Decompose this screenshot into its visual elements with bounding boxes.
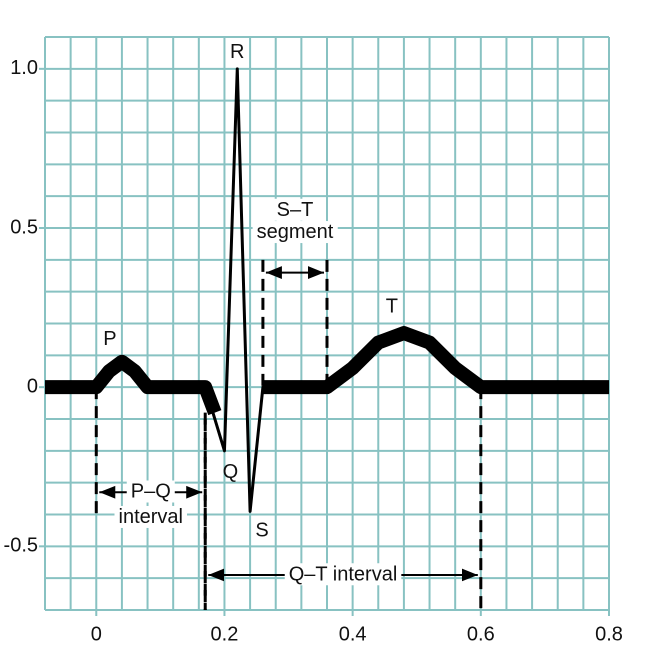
label-background (272, 198, 318, 221)
interval-label: Q–T interval (289, 563, 398, 585)
wave-label: R (230, 41, 244, 63)
y-tick-label: -0.5 (4, 535, 38, 557)
ecg-trace (203, 67, 265, 513)
wave-label: P (103, 328, 116, 350)
interval-label: P–Q (131, 480, 171, 502)
x-tick-label: 0.8 (595, 623, 623, 645)
label-background (252, 221, 338, 244)
wave-label: T (386, 295, 398, 317)
label-background (284, 563, 402, 586)
y-tick-label: 1.0 (10, 57, 38, 79)
interval-label: segment (257, 221, 334, 243)
label-background (126, 480, 175, 503)
label-background (114, 505, 187, 528)
wave-label: S (255, 520, 268, 542)
x-tick-label: 0.4 (339, 623, 367, 645)
y-tick-label: 0 (27, 375, 38, 397)
interval-label: interval (119, 506, 183, 528)
x-tick-label: 0.6 (467, 623, 495, 645)
wave-label: Q (223, 461, 239, 483)
y-tick-label: 0.5 (10, 216, 38, 238)
ecg-trace (45, 326, 609, 416)
x-tick-label: 0.2 (211, 623, 239, 645)
x-tick-label: 0 (91, 623, 102, 645)
interval-label: S–T (277, 199, 314, 221)
